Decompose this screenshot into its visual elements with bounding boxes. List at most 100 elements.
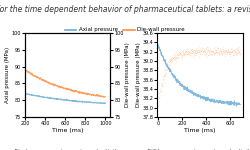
Point (218, 50, 222, 52)
Point (204, 53, 208, 55)
Point (179, 53, 183, 55)
Point (193, 50, 197, 52)
Point (178, 53, 182, 55)
Point (194, 51, 198, 54)
Point (194, 54, 198, 56)
Point (192, 52, 196, 54)
Point (175, 57, 179, 60)
Point (216, 49, 220, 52)
Point (224, 50, 228, 53)
Point (206, 53, 210, 56)
Point (210, 50, 214, 52)
Point (228, 50, 232, 53)
Point (158, 87, 162, 90)
Point (226, 48, 230, 51)
Y-axis label: Axial pressure (MPa): Axial pressure (MPa) (5, 47, 10, 103)
Point (188, 55, 192, 57)
Point (156, 104, 160, 107)
Point (231, 48, 235, 51)
X-axis label: Time (ms): Time (ms) (184, 128, 216, 133)
Point (165, 68, 169, 70)
Point (221, 48, 225, 50)
Point (222, 51, 226, 53)
Point (157, 96, 161, 98)
Point (191, 50, 195, 52)
Point (217, 52, 221, 54)
Point (203, 50, 207, 53)
Point (238, 52, 242, 55)
Point (200, 49, 204, 52)
Point (160, 83, 164, 86)
Point (178, 50, 182, 52)
Point (195, 51, 199, 54)
Point (192, 54, 196, 57)
Point (213, 48, 217, 50)
Point (194, 52, 198, 54)
Point (202, 50, 205, 52)
Point (158, 91, 162, 94)
Point (211, 50, 215, 53)
Point (223, 49, 227, 52)
Point (172, 57, 176, 60)
Point (229, 51, 233, 53)
Point (227, 50, 231, 53)
Point (236, 48, 240, 50)
Point (164, 72, 168, 74)
Point (234, 54, 238, 56)
Point (204, 53, 208, 56)
Point (162, 74, 166, 76)
Point (168, 59, 172, 61)
Point (214, 51, 218, 53)
Point (193, 50, 197, 52)
Point (179, 49, 183, 51)
Point (185, 49, 189, 51)
Point (210, 48, 214, 50)
Point (232, 54, 235, 57)
Point (187, 50, 191, 53)
Point (208, 53, 212, 55)
Point (218, 50, 222, 52)
Point (200, 47, 204, 50)
Point (230, 50, 234, 52)
Y-axis label: Die-wall pressure (MPa): Die-wall pressure (MPa) (136, 43, 141, 107)
Y-axis label: Die-wall pressure (MPa): Die-wall pressure (MPa) (125, 43, 130, 107)
Point (232, 50, 236, 52)
Point (176, 54, 180, 57)
Text: Relaxation tests for the time dependent behavior of pharmaceutical tablets: a re: Relaxation tests for the time dependent … (0, 4, 250, 14)
Point (223, 55, 227, 57)
Point (164, 68, 168, 71)
Point (166, 63, 170, 66)
Point (222, 48, 226, 51)
Point (163, 69, 167, 71)
Point (162, 75, 166, 77)
Point (159, 87, 163, 89)
Point (208, 48, 212, 50)
Point (230, 48, 234, 51)
Point (181, 54, 185, 57)
Point (172, 56, 175, 59)
Point (159, 82, 163, 85)
Point (183, 50, 187, 53)
Point (234, 53, 238, 56)
Point (181, 51, 185, 54)
Point (168, 58, 172, 60)
Point (199, 46, 203, 48)
Point (208, 51, 212, 53)
Point (182, 52, 186, 55)
Point (200, 48, 204, 51)
Point (165, 66, 169, 68)
Point (169, 57, 173, 59)
Point (197, 50, 201, 52)
Point (168, 58, 172, 60)
Point (179, 56, 183, 58)
Point (236, 47, 240, 50)
Point (236, 51, 240, 54)
Point (175, 52, 179, 55)
Point (232, 49, 236, 51)
Point (203, 51, 207, 53)
Point (219, 49, 223, 52)
Point (232, 52, 236, 54)
Point (208, 50, 212, 52)
Point (190, 54, 194, 57)
Point (210, 50, 214, 53)
